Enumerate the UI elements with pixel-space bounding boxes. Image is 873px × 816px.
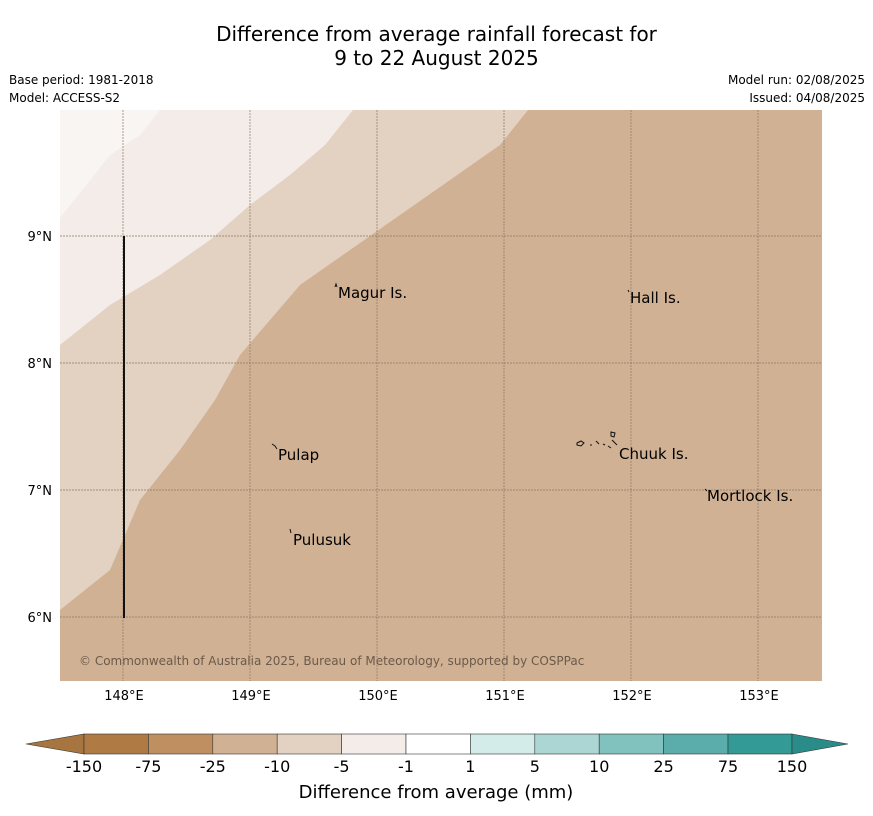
lat-tick-7n: 7°N — [28, 484, 53, 499]
copyright-notice: © Commonwealth of Australia 2025, Bureau… — [79, 654, 584, 668]
meta-left: Base period: 1981-2018 Model: ACCESS-S2 — [9, 71, 154, 107]
magur-island-shape — [334, 282, 338, 288]
colorbar-extend-low — [25, 733, 85, 755]
colorbar — [25, 733, 849, 755]
lat-tick-9n: 9°N — [28, 230, 53, 245]
band-m5-m1 — [60, 110, 353, 345]
band-near-zero — [60, 110, 160, 218]
lat-tick-8n: 8°N — [28, 357, 53, 372]
meta-right: Model run: 02/08/2025 Issued: 04/08/2025 — [728, 71, 865, 107]
colorbar-segment-m150-m75 — [83, 733, 149, 755]
colorbar-segment-p1-p5 — [470, 733, 536, 755]
lon-tick-148e: 148°E — [104, 689, 144, 704]
map-area — [60, 110, 822, 681]
label-hall: Hall Is. — [630, 289, 681, 307]
colorbar-segment-p10-p25 — [598, 733, 664, 755]
lon-tick-150e: 150°E — [358, 689, 398, 704]
lon-tick-149e: 149°E — [231, 689, 271, 704]
chuuk-island-shape — [576, 431, 618, 449]
colorbar-segment-p25-p75 — [663, 733, 729, 755]
colorbar-label: -1 — [398, 757, 414, 776]
lon-tick-153e: 153°E — [739, 689, 779, 704]
label-chuuk: Chuuk Is. — [619, 445, 688, 463]
colorbar-segment-p5-p10 — [534, 733, 600, 755]
lat-tick-6n: 6°N — [28, 611, 53, 626]
mortlock-island-shape — [704, 488, 708, 492]
colorbar-extend-high — [791, 733, 849, 755]
colorbar-segment-m75-m25 — [148, 733, 214, 755]
colorbar-label: 150 — [777, 757, 808, 776]
base-period: Base period: 1981-2018 — [9, 73, 154, 87]
lon-tick-151e: 151°E — [485, 689, 525, 704]
pulusuk-island-shape — [289, 528, 292, 534]
colorbar-label: -25 — [200, 757, 226, 776]
label-pulap: Pulap — [278, 446, 319, 464]
colorbar-label: 5 — [530, 757, 540, 776]
colorbar-title: Difference from average (mm) — [299, 782, 574, 803]
label-pulusuk: Pulusuk — [293, 531, 351, 549]
lon-tick-152e: 152°E — [612, 689, 652, 704]
colorbar-label: -150 — [66, 757, 102, 776]
colorbar-segment-m25-m10 — [212, 733, 278, 755]
hall-island-shape — [627, 289, 630, 293]
colorbar-segment-m10-m5 — [276, 733, 342, 755]
colorbar-label: -5 — [334, 757, 350, 776]
colorbar-segment-m1-p1 — [405, 733, 471, 755]
colorbar-label: 75 — [718, 757, 738, 776]
label-mortlock: Mortlock Is. — [707, 487, 793, 505]
colorbar-label: 10 — [589, 757, 609, 776]
model-run: Model run: 02/08/2025 — [727, 73, 865, 87]
map-title: Difference from average rainfall forecas… — [0, 22, 873, 70]
pulap-island-shape — [271, 443, 278, 450]
title-line-2: 9 to 22 August 2025 — [334, 46, 539, 70]
model-name: Model: ACCESS-S2 — [9, 91, 121, 105]
island-outlines — [271, 282, 708, 534]
colorbar-segment-p75-p150 — [727, 733, 793, 755]
colorbar-label: 1 — [465, 757, 475, 776]
colorbar-label: 25 — [653, 757, 673, 776]
title-line-1: Difference from average rainfall forecas… — [216, 22, 657, 46]
colorbar-label: -10 — [264, 757, 290, 776]
colorbar-label: -75 — [135, 757, 161, 776]
colorbar-segment-m5-m1 — [341, 733, 407, 755]
issued-date: Issued: 04/08/2025 — [749, 91, 865, 105]
gridlines — [60, 110, 822, 681]
label-magur: Magur Is. — [338, 284, 407, 302]
